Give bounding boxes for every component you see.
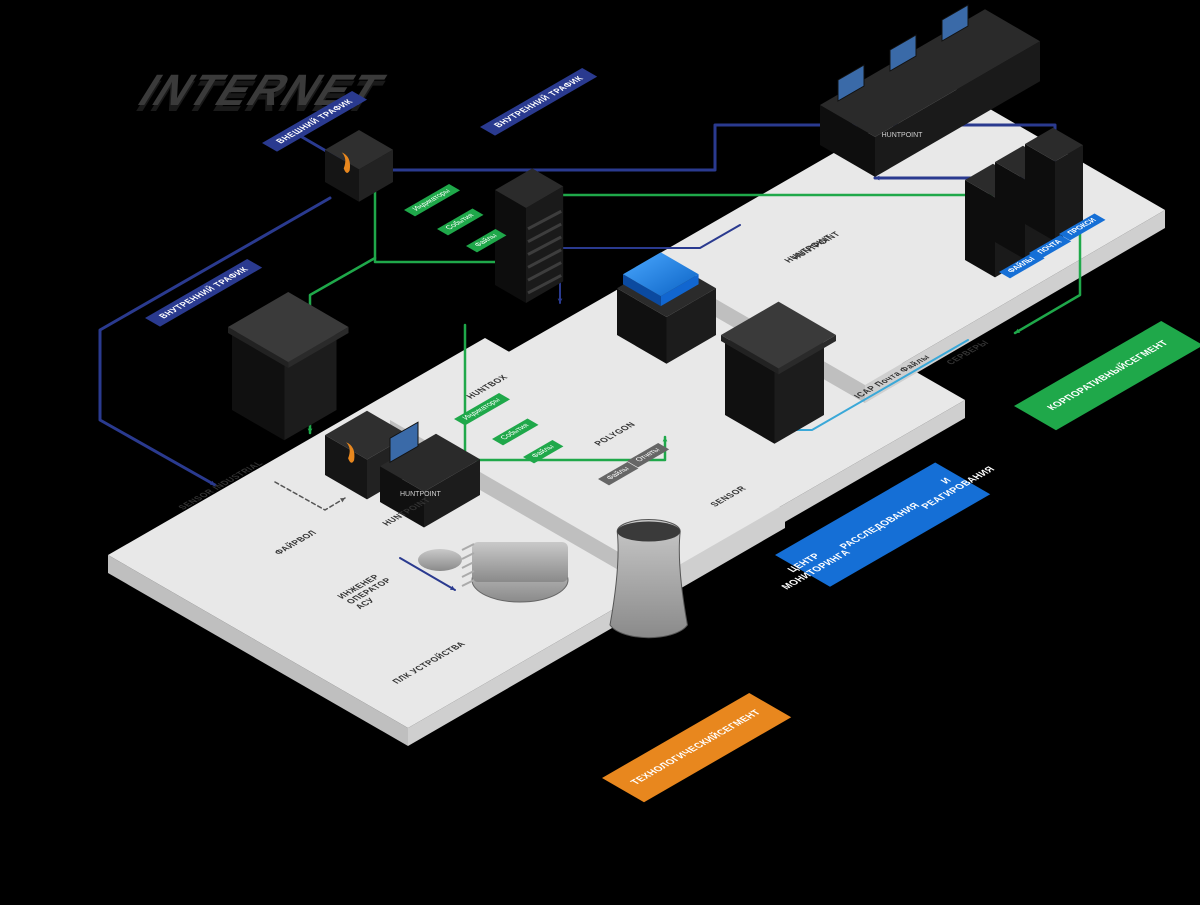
node-label-servers_corp: СЕРВЕРЫ [944,339,991,366]
edge-e_int_top [347,125,1055,185]
edge-e_green_main [375,178,1080,333]
server-tag: ФАЙЛЫ [999,252,1044,278]
server-box [721,302,836,444]
cooling-tower [610,520,687,638]
node-label-plc: ПЛК УСТРОЙСТВА [390,640,468,685]
segment-panel-monitor_panel: ЦЕНТР МОНИТОРИНГАРАССЛЕДОВАНИЯИ РЕАГИРОВ… [775,463,990,587]
flow-tag: Индикаторы [454,393,510,425]
firewall-icon [325,130,393,202]
flow-tag: События [492,419,538,446]
edge-e_green_sensor_ind [310,258,375,433]
desk-row: HUNTPOINT [820,5,1040,177]
diagram-stage: INTERNET INTERNET HUNTPOINTHUNTPOINT ТЕХ… [0,0,1200,905]
segment-panel-corp_panel: КОРПОРАТИВНЫЙСЕГМЕНТ [1014,321,1200,430]
server-box [228,292,349,440]
edge-label-e_servers_sensor: ICAP Почта Файлы [840,347,944,407]
firewall-icon [325,411,409,500]
server-tag: ПРОКСИ [1059,213,1106,240]
flow-tag: Файлы [523,440,564,463]
platform-corp [648,86,1165,403]
node-label-huntpoint_tech: HUNTPOINT [380,496,433,527]
node-label-huntpoint_corp: HUNTPOINT [782,233,835,264]
workstation: HUNTPOINT [380,422,480,527]
node-label-firewall2: ФАЙРВОЛ [272,529,319,556]
node-label-engineer: ИНЖЕНЕРОПЕРАТОРАСУ [335,571,403,610]
cube-server [617,252,716,363]
industrial-equipment [418,542,568,602]
edge-label-e_int_left: ВНУТРЕННИЙ ТРАФИК [145,259,263,327]
flow-tag: Отчеты [627,443,669,467]
node-label-polygon: POLYGON [592,421,638,448]
edge-e_engineer_plc [400,558,455,590]
diagram-svg: INTERNET INTERNET HUNTPOINTHUNTPOINT [0,0,1200,905]
edge-e_int_left [100,198,330,485]
flow-tag: Файлы [598,462,639,485]
edge-e_fw_dash [275,482,345,510]
edge-label-e_ext: ВНЕШНИЙ ТРАФИК [262,91,367,152]
node-label-sensor: SENSOR [708,485,749,509]
svg-text:HUNTPOINT: HUNTPOINT [882,132,924,139]
flow-tag: Файлы [466,229,507,252]
svg-text:INTERNET: INTERNET [129,66,396,115]
edge-label-e_int_top: ВНУТРЕННИЙ ТРАФИК [480,68,598,136]
edge-e_huntpoint_corp [560,225,740,303]
flow-tag: Индикаторы [404,184,460,216]
platform-tech [108,338,785,746]
segment-panel-tech_panel: ТЕХНОЛОГИЧЕСКИЙСЕГМЕНТ [602,693,791,802]
server-rack [965,128,1083,278]
flow-tag: События [437,209,483,236]
node-label-sensor_ind: SENSOR INDUSTRIAL [176,460,265,512]
